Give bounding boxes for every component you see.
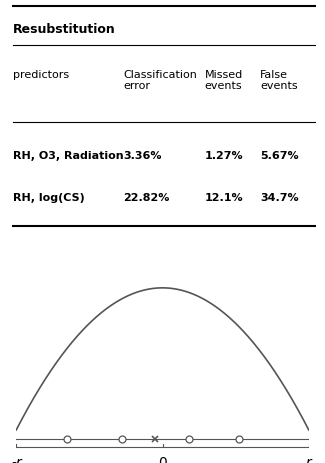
Text: RH, O3, Radiation: RH, O3, Radiation — [13, 150, 124, 161]
Text: Resubstitution: Resubstitution — [13, 23, 116, 36]
Text: r: r — [306, 455, 312, 463]
Text: 3.36%: 3.36% — [124, 150, 162, 161]
Text: 5.67%: 5.67% — [260, 150, 299, 161]
Text: 12.1%: 12.1% — [205, 192, 243, 202]
Text: -r: -r — [11, 455, 22, 463]
Text: 22.82%: 22.82% — [124, 192, 170, 202]
Text: Missed
events: Missed events — [205, 69, 243, 91]
Text: 0: 0 — [158, 455, 167, 463]
Text: 34.7%: 34.7% — [260, 192, 299, 202]
Text: RH, log(CS): RH, log(CS) — [13, 192, 85, 202]
Text: 1.27%: 1.27% — [205, 150, 243, 161]
Text: Classification
error: Classification error — [124, 69, 197, 91]
Text: predictors: predictors — [13, 69, 69, 80]
Text: False
events: False events — [260, 69, 298, 91]
